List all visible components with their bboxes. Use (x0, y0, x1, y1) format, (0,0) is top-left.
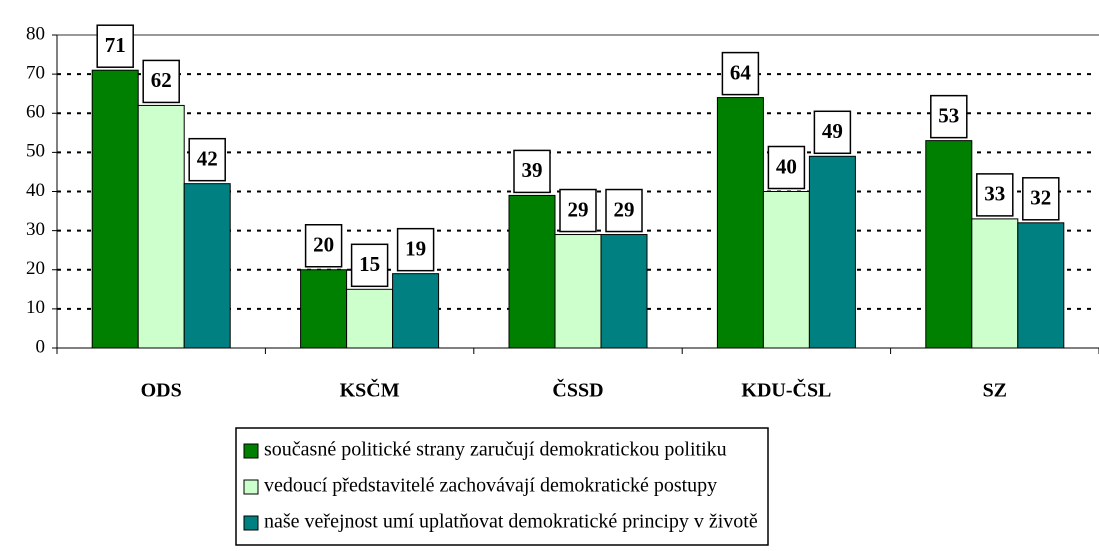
value-label-box (721, 51, 760, 96)
value-label-box (1022, 177, 1060, 221)
y-tick-label: 20 (26, 258, 45, 279)
value-label: 39 (522, 158, 543, 182)
legend-label: vedoucí představitelé zachovávají demokr… (264, 475, 717, 497)
bar (971, 218, 1019, 349)
value-label: 33 (984, 182, 1005, 206)
y-tick-label: 30 (26, 219, 45, 240)
bar (346, 288, 394, 349)
value-label: 53 (938, 103, 959, 127)
x-tick-label: ČSSD (552, 378, 603, 402)
legend-label: současné politické strany zaručují demok… (264, 439, 727, 461)
bar (91, 69, 139, 349)
y-tick-label: 60 (26, 102, 45, 123)
x-tick-label: KSČM (340, 378, 400, 402)
value-label-box (605, 188, 643, 233)
y-tick-label: 10 (26, 297, 45, 318)
y-tick-label: 50 (26, 141, 45, 162)
y-tick-label: 70 (26, 62, 45, 83)
value-label: 49 (822, 119, 843, 143)
value-label: 64 (730, 60, 752, 84)
legend-swatch (243, 515, 259, 531)
value-label: 29 (614, 197, 635, 221)
value-label-box (396, 227, 435, 272)
y-tick-label: 0 (36, 336, 46, 357)
value-label: 19 (405, 236, 426, 260)
bar (762, 191, 810, 349)
value-label-box (559, 188, 597, 233)
value-label-box (304, 224, 343, 268)
bar (808, 155, 856, 349)
value-label-box (350, 243, 389, 288)
x-tick-label: SZ (983, 380, 1007, 402)
x-tick-label: KDU-ČSL (741, 378, 831, 402)
bar (925, 140, 973, 349)
value-label: 32 (1030, 186, 1051, 210)
bar (300, 269, 348, 349)
bar (716, 97, 764, 349)
value-label-box (96, 24, 134, 68)
bar (392, 273, 440, 349)
value-label: 71 (105, 33, 126, 57)
value-label-box (767, 145, 806, 190)
legend-label: naše veřejnost umí uplatňovat demokratic… (264, 511, 758, 533)
value-label-box (976, 173, 1014, 217)
value-label-box (930, 94, 968, 139)
x-tick-label: ODS (141, 380, 182, 402)
bar (1017, 222, 1065, 349)
value-label-box (513, 149, 551, 194)
value-label: 20 (313, 233, 334, 257)
value-label-box (142, 59, 180, 104)
value-label: 15 (359, 252, 380, 276)
value-label-box (188, 137, 226, 182)
value-label: 62 (151, 68, 172, 92)
y-tick-label: 40 (26, 180, 45, 201)
legend-swatch (243, 443, 259, 459)
value-label: 42 (197, 146, 218, 170)
bar (508, 194, 556, 349)
bar (554, 234, 602, 349)
value-label-box (813, 110, 852, 155)
value-label: 40 (776, 154, 797, 178)
legend-swatch (243, 479, 259, 495)
y-tick-label: 80 (26, 23, 45, 44)
bar (600, 234, 648, 349)
legend-box (235, 427, 769, 546)
bar (183, 183, 231, 349)
bar (137, 104, 185, 349)
value-label: 29 (568, 197, 589, 221)
